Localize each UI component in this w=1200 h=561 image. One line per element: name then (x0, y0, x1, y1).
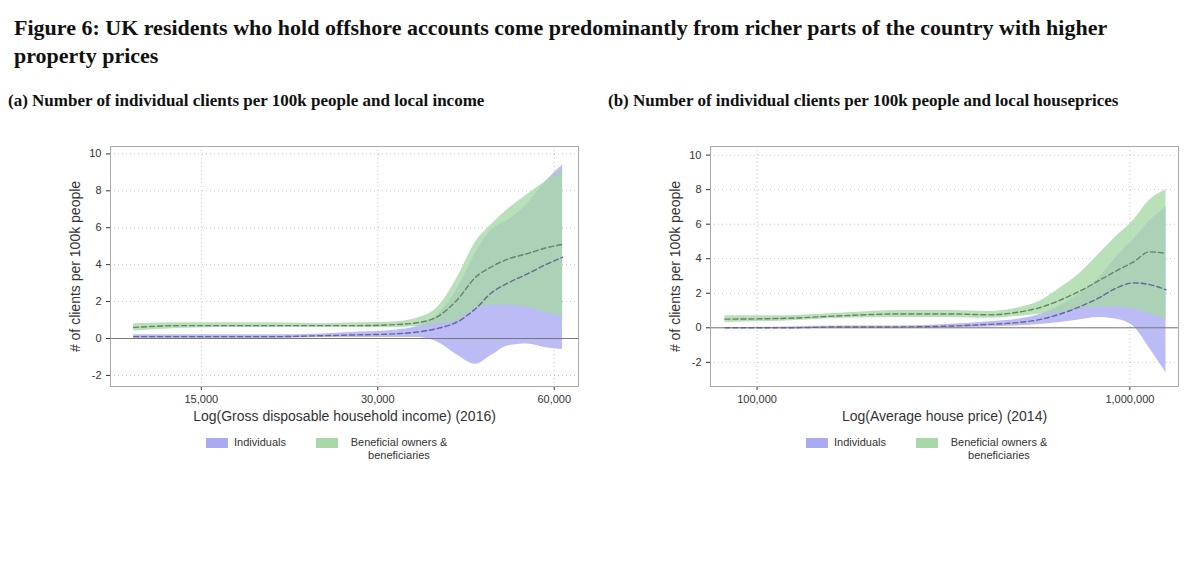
svg-text:4: 4 (95, 258, 101, 270)
svg-text:# of clients per 100k people: # of clients per 100k people (67, 181, 83, 352)
svg-text:-2: -2 (92, 369, 102, 381)
svg-text:1,000,000: 1,000,000 (1105, 393, 1154, 405)
html-text:Individuals: Individuals (834, 436, 886, 448)
svg-text:4: 4 (695, 252, 701, 264)
svg-text:10: 10 (89, 147, 101, 159)
svg-text:8: 8 (95, 184, 101, 196)
html-text:Figure 6: UK residents who hol: Figure 6: UK residents who hold offshore… (14, 15, 1107, 68)
svg-text:30,000: 30,000 (361, 393, 395, 405)
svg-text:# of clients per 100k people: # of clients per 100k people (667, 181, 683, 352)
svg-text:2: 2 (695, 287, 701, 299)
svg-text:10: 10 (689, 149, 701, 161)
html-text:Individuals: Individuals (234, 436, 286, 448)
svg-text:6: 6 (95, 221, 101, 233)
svg-text:Log(Gross disposable household: Log(Gross disposable household income) (… (193, 408, 496, 424)
svg-text:Log(Average house price) (2014: Log(Average house price) (2014) (842, 408, 1047, 424)
svg-text:60,000: 60,000 (537, 393, 571, 405)
svg-text:-2: -2 (692, 356, 702, 368)
svg-text:15,000: 15,000 (184, 393, 218, 405)
svg-text:0: 0 (95, 332, 101, 344)
svg-text:100,000: 100,000 (737, 393, 777, 405)
svg-text:0: 0 (695, 321, 701, 333)
svg-text:2: 2 (95, 295, 101, 307)
html-text:Beneficial owners & beneficiar: Beneficial owners & beneficiaries (950, 436, 1048, 461)
svg-text:8: 8 (695, 183, 701, 195)
html-text:(a) Number of individual clien: (a) Number of individual clients per 100… (8, 91, 485, 110)
html-text:(b) Number of individual clien: (b) Number of individual clients per 100… (608, 91, 1119, 110)
svg-text:6: 6 (695, 218, 701, 230)
html-text:Beneficial owners & beneficiar: Beneficial owners & beneficiaries (350, 436, 448, 461)
